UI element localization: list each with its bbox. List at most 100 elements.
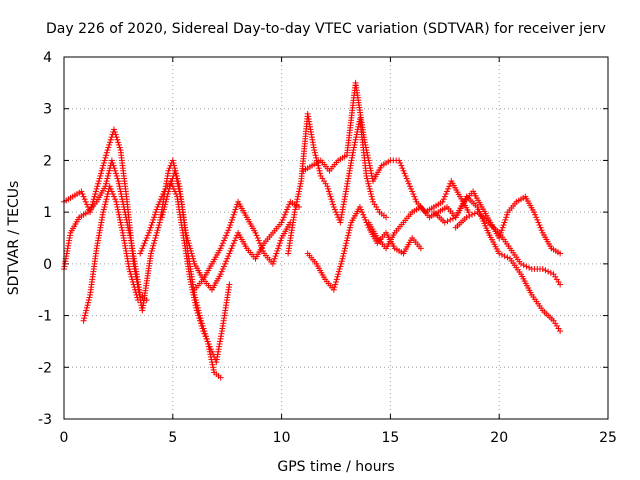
data-point-fill	[330, 201, 337, 208]
data-point-fill	[503, 214, 510, 221]
data-point-fill	[153, 206, 160, 213]
data-point-fill	[256, 240, 263, 247]
data-point-fill	[81, 312, 88, 319]
data-point-fill	[353, 131, 360, 138]
data-point-fill	[126, 229, 133, 236]
data-point-fill	[331, 206, 338, 213]
data-point-fill	[408, 185, 415, 192]
data-point-fill	[340, 250, 347, 257]
data-point	[311, 147, 318, 154]
data-point-fill	[140, 242, 147, 249]
data-point-fill	[364, 152, 371, 159]
data-point	[496, 250, 503, 257]
data-point-fill	[270, 258, 277, 265]
data-point-fill	[106, 167, 113, 174]
data-point-fill	[167, 180, 174, 187]
data-point-fill	[167, 183, 174, 190]
data-point-fill	[152, 209, 159, 216]
data-point-fill	[504, 254, 511, 261]
data-point	[137, 250, 144, 257]
data-point-fill	[115, 139, 122, 146]
data-point	[80, 317, 87, 324]
data-point-fill	[220, 263, 227, 270]
data-point-fill	[119, 196, 126, 203]
data-point-fill	[449, 215, 456, 222]
data-point-fill	[338, 260, 345, 267]
data-point	[143, 297, 150, 304]
data-point-fill	[117, 219, 124, 226]
data-point-fill	[231, 209, 238, 216]
data-point-fill	[106, 139, 113, 146]
data-point-fill	[209, 361, 216, 368]
data-point-fill	[285, 203, 292, 210]
data-point-fill	[342, 245, 349, 252]
data-point-fill	[369, 196, 376, 203]
data-point-fill	[444, 218, 451, 225]
data-point-fill	[166, 165, 173, 172]
data-point-fill	[102, 198, 109, 205]
data-point-fill	[231, 237, 238, 244]
data-point-fill	[112, 131, 119, 138]
data-point-fill	[115, 211, 122, 218]
data-point-fill	[361, 139, 368, 146]
data-point-fill	[403, 175, 410, 182]
data-point-fill	[114, 136, 121, 143]
data-point-fill	[232, 206, 239, 213]
x-tick-label: 5	[168, 430, 177, 446]
data-point-fill	[141, 240, 148, 247]
data-point-fill	[195, 307, 202, 314]
data-point-fill	[108, 188, 115, 195]
data-point-fill	[173, 172, 180, 179]
data-point-fill	[160, 209, 167, 216]
data-point-fill	[102, 201, 109, 208]
y-tick-label: 1	[43, 205, 52, 221]
data-point-fill	[293, 198, 300, 205]
data-point-fill	[103, 149, 110, 156]
data-point-fill	[206, 346, 213, 353]
data-point-fill	[205, 341, 212, 348]
data-point-fill	[317, 170, 324, 177]
data-point-fill	[202, 330, 209, 337]
data-point-fill	[279, 216, 286, 223]
data-point-fill	[368, 170, 375, 177]
data-point-fill	[280, 214, 287, 221]
data-point-fill	[534, 216, 541, 223]
data-point-fill	[282, 209, 289, 216]
data-point-fill	[325, 188, 332, 195]
data-point-fill	[255, 237, 262, 244]
data-point-fill	[443, 188, 450, 195]
data-point	[148, 250, 155, 257]
data-point-fill	[227, 247, 234, 254]
data-point-fill	[260, 247, 267, 254]
data-point-fill	[131, 284, 138, 291]
data-point-fill	[362, 216, 369, 223]
data-point-fill	[192, 297, 199, 304]
data-point-fill	[501, 219, 508, 226]
data-point-fill	[535, 219, 542, 226]
data-point-fill	[117, 216, 124, 223]
data-point-fill	[337, 263, 344, 270]
data-point	[557, 328, 564, 335]
y-tick-label: -3	[38, 412, 52, 428]
data-point-fill	[227, 222, 234, 229]
data-point-fill	[197, 315, 204, 322]
data-point-fill	[125, 224, 132, 231]
data-point-fill	[109, 160, 116, 167]
data-point-fill	[110, 162, 117, 169]
data-point-fill	[161, 203, 168, 210]
data-point-fill	[362, 144, 369, 151]
data-point-fill	[340, 253, 347, 260]
data-point-fill	[83, 201, 90, 208]
data-point-fill	[83, 304, 90, 311]
data-point-fill	[92, 191, 99, 198]
data-point-fill	[192, 294, 199, 301]
data-point	[252, 229, 259, 236]
data-point-fill	[328, 196, 335, 203]
data-point-fill	[292, 203, 299, 210]
data-point-fill	[93, 185, 100, 192]
data-point-fill	[104, 191, 111, 198]
data-point-fill	[358, 206, 365, 213]
data-point-fill	[208, 356, 215, 363]
data-point	[324, 183, 331, 190]
data-point-fill	[225, 253, 232, 260]
